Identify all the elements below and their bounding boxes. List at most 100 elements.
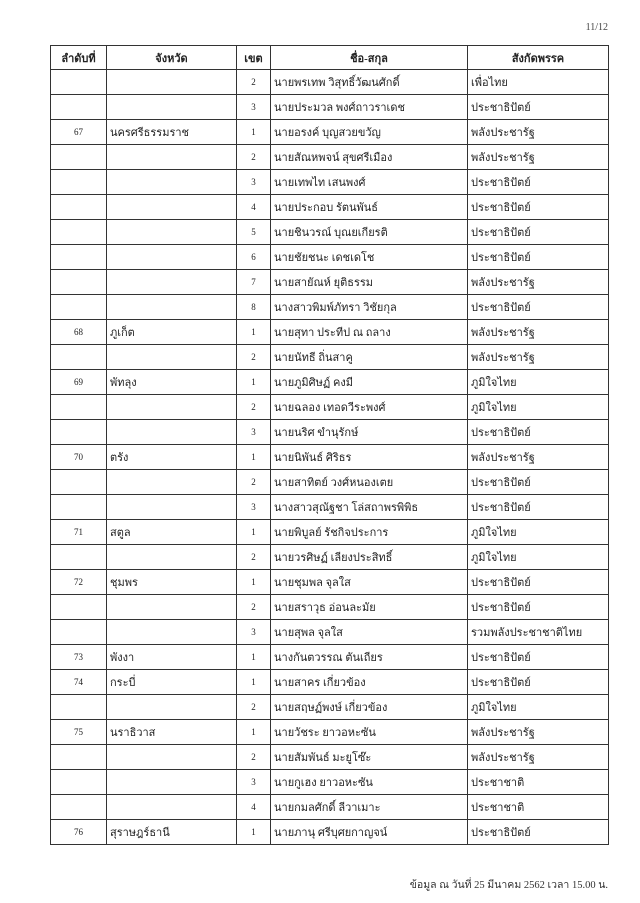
province-cell [106, 544, 237, 570]
province-cell [106, 619, 237, 645]
table-row: 2 นายสัมพันธ์ มะยูโซ๊ะ พลังประชารัฐ [50, 744, 609, 770]
name-cell: นายนริศ ขำนุรักษ์ [270, 419, 468, 445]
name-cell: นายสฤษฏ์พงษ์ เกี่ยวข้อง [270, 694, 468, 720]
district-cell: 6 [236, 244, 271, 270]
table-row: 3 นายประมวล พงศ์ถาวราเดช ประชาธิปัตย์ [50, 94, 609, 120]
name-cell: นายประมวล พงศ์ถาวราเดช [270, 94, 468, 120]
district-cell: 2 [236, 594, 271, 620]
district-cell: 5 [236, 219, 271, 245]
header-order: ลำดับที่ [50, 45, 107, 70]
party-cell: ภูมิใจไทย [467, 394, 609, 420]
order-cell [50, 69, 107, 95]
table-header-row: ลำดับที่ จังหวัด เขต ชื่อ-สกุล สังกัดพรร… [50, 45, 609, 70]
party-cell: ประชาชาติ [467, 769, 609, 795]
table-row: 2 นายพรเทพ วิสุทธิ์วัฒนศักดิ์ เพื่อไทย [50, 69, 609, 95]
party-cell: พลังประชารัฐ [467, 719, 609, 745]
province-cell [106, 469, 237, 495]
order-cell [50, 544, 107, 570]
party-cell: ประชาธิปัตย์ [467, 94, 609, 120]
party-cell: เพื่อไทย [467, 69, 609, 95]
order-cell [50, 769, 107, 795]
name-cell: นายสราวุธ อ่อนละมัย [270, 594, 468, 620]
order-cell: 68 [50, 319, 107, 345]
province-cell: พังงา [106, 644, 237, 670]
province-cell: สตูล [106, 519, 237, 545]
province-cell [106, 94, 237, 120]
district-cell: 1 [236, 369, 271, 395]
party-cell: ประชาธิปัตย์ [467, 194, 609, 220]
table-row: 2 นายสราวุธ อ่อนละมัย ประชาธิปัตย์ [50, 594, 609, 620]
order-cell [50, 794, 107, 820]
order-cell [50, 494, 107, 520]
district-cell: 1 [236, 444, 271, 470]
name-cell: นางสาวพิมพ์ภัทรา วิชัยกุล [270, 294, 468, 320]
order-cell: 72 [50, 569, 107, 595]
party-cell: พลังประชารัฐ [467, 744, 609, 770]
party-cell: ประชาธิปัตย์ [467, 219, 609, 245]
table-row: 3 นายเทพไท เสนพงศ์ ประชาธิปัตย์ [50, 169, 609, 195]
district-cell: 1 [236, 569, 271, 595]
party-cell: ประชาธิปัตย์ [467, 419, 609, 445]
header-name: ชื่อ-สกุล [270, 45, 468, 70]
province-cell: นครศรีธรรมราช [106, 119, 237, 145]
order-cell [50, 169, 107, 195]
province-cell [106, 494, 237, 520]
party-cell: ภูมิใจไทย [467, 694, 609, 720]
name-cell: นายประกอบ รัตนพันธ์ [270, 194, 468, 220]
party-cell: พลังประชารัฐ [467, 344, 609, 370]
table-row: 75 นราธิวาส 1 นายวัชระ ยาวอหะซัน พลังประชารั… [50, 719, 609, 745]
order-cell [50, 244, 107, 270]
order-cell: 76 [50, 819, 107, 845]
district-cell: 2 [236, 694, 271, 720]
table-row: 74 กระบี่ 1 นายสาคร เกี่ยวข้อง ประชาธิปัตย์ [50, 669, 609, 695]
name-cell: นายสุพล จุลใส [270, 619, 468, 645]
name-cell: นายภูมิศิษฏ์ คงมี [270, 369, 468, 395]
table-row: 3 นายนริศ ขำนุรักษ์ ประชาธิปัตย์ [50, 419, 609, 445]
party-cell: ภูมิใจไทย [467, 544, 609, 570]
order-cell [50, 694, 107, 720]
table-row: 76 สุราษฎร์ธานี 1 นายภานุ ศรีบุศยกาญจน์ ประช… [50, 819, 609, 845]
table-row: 4 นายประกอบ รัตนพันธ์ ประชาธิปัตย์ [50, 194, 609, 220]
candidates-table: ลำดับที่ จังหวัด เขต ชื่อ-สกุล สังกัดพรร… [50, 45, 609, 845]
province-cell [106, 594, 237, 620]
district-cell: 1 [236, 644, 271, 670]
province-cell [106, 144, 237, 170]
party-cell: รวมพลังประชาชาติไทย [467, 619, 609, 645]
province-cell [106, 769, 237, 795]
province-cell [106, 419, 237, 445]
party-cell: ประชาธิปัตย์ [467, 469, 609, 495]
district-cell: 4 [236, 194, 271, 220]
order-cell [50, 219, 107, 245]
order-cell: 75 [50, 719, 107, 745]
name-cell: นางสาวสุณัฐชา โล่สถาพรพิพิธ [270, 494, 468, 520]
party-cell: ประชาธิปัตย์ [467, 644, 609, 670]
name-cell: นายนัทธี ถิ่นสาคู [270, 344, 468, 370]
district-cell: 1 [236, 819, 271, 845]
district-cell: 1 [236, 119, 271, 145]
table-row: 2 นายสาทิตย์ วงศ์หนองเตย ประชาธิปัตย์ [50, 469, 609, 495]
province-cell: นราธิวาส [106, 719, 237, 745]
table-row: 2 นายสัณหพจน์ สุขศรีเมือง พลังประชารัฐ [50, 144, 609, 170]
name-cell: นายเทพไท เสนพงศ์ [270, 169, 468, 195]
province-cell [106, 194, 237, 220]
province-cell [106, 69, 237, 95]
district-cell: 2 [236, 69, 271, 95]
header-province: จังหวัด [106, 45, 237, 70]
order-cell [50, 344, 107, 370]
district-cell: 2 [236, 469, 271, 495]
table-row: 2 นายสฤษฏ์พงษ์ เกี่ยวข้อง ภูมิใจไทย [50, 694, 609, 720]
name-cell: นายสัณหพจน์ สุขศรีเมือง [270, 144, 468, 170]
table-row: 70 ตรัง 1 นายนิพันธ์ ศิริธร พลังประชารัฐ [50, 444, 609, 470]
party-cell: พลังประชารัฐ [467, 444, 609, 470]
district-cell: 2 [236, 144, 271, 170]
province-cell [106, 244, 237, 270]
district-cell: 3 [236, 169, 271, 195]
party-cell: ประชาธิปัตย์ [467, 244, 609, 270]
name-cell: นายสัมพันธ์ มะยูโซ๊ะ [270, 744, 468, 770]
table-row: 3 นายสุพล จุลใส รวมพลังประชาชาติไทย [50, 619, 609, 645]
order-cell: 69 [50, 369, 107, 395]
name-cell: นายพิบูลย์ รัชกิจประการ [270, 519, 468, 545]
table-row: 4 นายกมลศักดิ์ ลีวาเมาะ ประชาชาติ [50, 794, 609, 820]
order-cell [50, 619, 107, 645]
name-cell: นายอรงค์ บุญสวยขวัญ [270, 119, 468, 145]
